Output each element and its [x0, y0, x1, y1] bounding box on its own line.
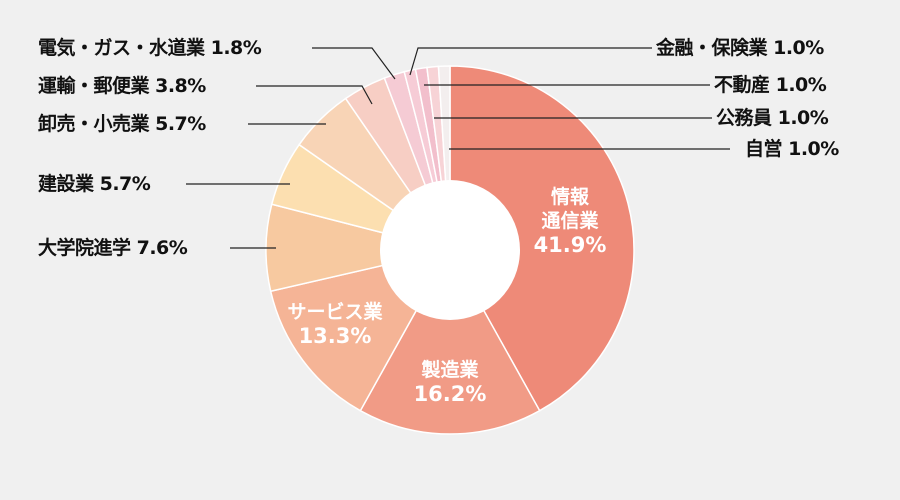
- label-public-servant: 公務員 1.0%: [716, 107, 829, 129]
- slice-0: [449, 65, 635, 412]
- donut-hole: [380, 180, 520, 320]
- slice-1: [359, 248, 541, 435]
- inside-label-line: 通信業: [541, 210, 599, 232]
- inside-label-line: サービス業: [287, 301, 383, 323]
- label-electricity-gas-water: 電気・ガス・水道業 1.8%: [38, 37, 262, 59]
- label-real-estate: 不動産 1.0%: [714, 74, 827, 96]
- label-construction: 建設業 5.7%: [38, 173, 151, 195]
- label-finance-insurance: 金融・保険業 1.0%: [656, 37, 824, 59]
- inside-label-service: サービス業 13.3%: [270, 300, 400, 348]
- inside-label-line: 製造業: [421, 359, 479, 381]
- inside-label-manufacturing: 製造業 16.2%: [400, 358, 500, 406]
- label-graduate-school: 大学院進学 7.6%: [38, 237, 188, 259]
- leader-lines: [186, 47, 730, 249]
- label-self-employed: 自営 1.0%: [745, 138, 839, 160]
- inside-label-line: 16.2%: [413, 382, 487, 406]
- inside-label-line: 情報: [550, 186, 589, 208]
- label-transport-postal: 運輸・郵便業 3.8%: [38, 75, 206, 97]
- inside-label-line: 13.3%: [298, 324, 372, 348]
- inside-label-ict: 情報 通信業 41.9%: [520, 185, 620, 257]
- label-wholesale-retail: 卸売・小売業 5.7%: [38, 113, 206, 135]
- inside-label-line: 41.9%: [533, 233, 607, 257]
